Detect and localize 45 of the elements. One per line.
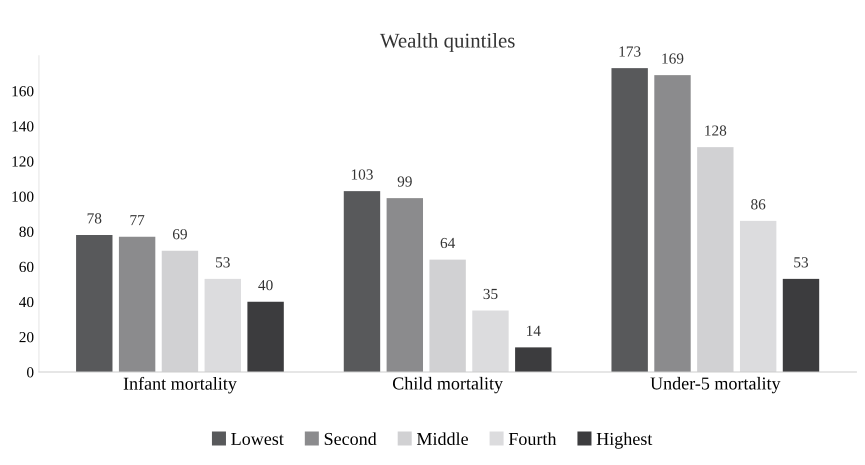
bar [654, 75, 691, 372]
x-tick-label: Child mortality [392, 376, 503, 394]
y-tick-label: 40 [19, 296, 34, 308]
data-label: 103 [352, 169, 373, 180]
y-tick-label: 0 [27, 367, 34, 378]
bar [472, 310, 509, 372]
data-label: 64 [440, 238, 456, 248]
y-tick-label: 120 [12, 156, 34, 167]
y-tick-label: 140 [12, 121, 34, 132]
data-label: 173 [620, 46, 641, 57]
legend-label: Fourth [508, 432, 556, 446]
bar [247, 302, 284, 372]
data-label: 35 [484, 288, 498, 300]
bar [386, 198, 424, 372]
y-tick-label: 60 [19, 262, 34, 272]
bar [76, 234, 112, 372]
legend-label: Second [324, 432, 376, 446]
bar [344, 191, 380, 372]
legend-label: Middle [416, 432, 468, 446]
bar [611, 68, 648, 372]
y-tick-label: 100 [12, 191, 34, 202]
data-label: 86 [751, 199, 766, 210]
x-tick-label: Under-5 mortality [650, 376, 781, 394]
data-label: 128 [705, 125, 726, 136]
x-tick-label: Infant mortality [124, 376, 237, 394]
data-label: 53 [216, 257, 230, 268]
data-label: 77 [130, 215, 144, 226]
y-tick-label: 160 [12, 86, 34, 96]
data-label: 99 [398, 176, 412, 187]
bar [782, 278, 820, 372]
bar [740, 220, 776, 372]
data-label: 14 [527, 326, 541, 336]
y-tick-label: 20 [19, 332, 34, 342]
y-tick-label: 80 [19, 226, 34, 237]
bar [515, 347, 552, 372]
legend-label: Highest [596, 432, 652, 449]
data-label: 78 [88, 213, 102, 224]
data-label: 40 [258, 280, 273, 290]
chart-title: Wealth quintiles [380, 33, 515, 52]
data-label: 169 [662, 53, 684, 64]
legend-label: Lowest [231, 433, 284, 446]
bar [204, 278, 241, 372]
data-label: 69 [172, 229, 187, 240]
data-label: 53 [794, 257, 808, 268]
bar [118, 236, 156, 372]
